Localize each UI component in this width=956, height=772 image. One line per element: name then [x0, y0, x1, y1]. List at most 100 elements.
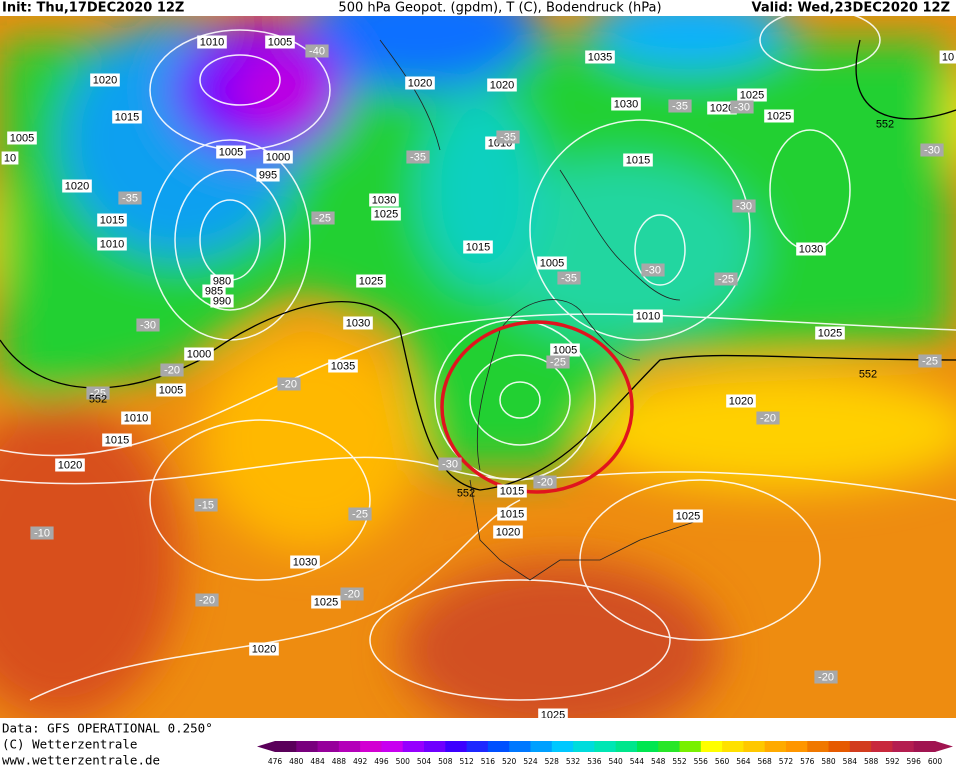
colorbar-tick-label: 520: [502, 757, 517, 766]
isobar-label-box: [265, 35, 295, 49]
isobar-label-box: [623, 153, 653, 167]
temperature-label: -20: [818, 671, 834, 683]
isobar-label: 1030: [293, 556, 317, 568]
isobar-label-box: [497, 507, 527, 521]
isobar-label-box: [311, 595, 341, 609]
isobar-label: 1005: [10, 132, 34, 144]
colorbar-tick-label: 544: [630, 757, 645, 766]
colorbar-swatch: [807, 741, 830, 752]
isobar-label: 1015: [626, 154, 650, 166]
temperature-label-box: [86, 386, 110, 400]
isobar-label-box: [538, 708, 568, 718]
colorbar-swatch: [615, 741, 638, 752]
temperature-label: -20: [164, 364, 180, 376]
temperature-label-box: [641, 263, 665, 277]
temperature-label: -35: [561, 272, 577, 284]
isobar-label: 1005: [553, 344, 577, 356]
isobar-label-box: [121, 411, 151, 425]
isobar-label-box: [97, 213, 127, 227]
temperature-label: -30: [645, 264, 661, 276]
isobar-label: 1025: [374, 208, 398, 220]
isobar-label-box: [550, 343, 580, 357]
temperature-label: -25: [352, 508, 368, 520]
map-labels: 1010 1005 1020 1015 1005 10 1020 1020 1035 1030 10…: [1, 35, 956, 718]
temperature-label: -30: [736, 200, 752, 212]
isobar-label: 1005: [268, 36, 292, 48]
colorbar-tick-label: 568: [758, 757, 773, 766]
temperature-label-box: [732, 199, 756, 213]
isobar-label: 1010: [100, 238, 124, 250]
colorbar-swatch: [828, 741, 851, 752]
colorbar-swatch: [636, 741, 659, 752]
temperature-label-box: [920, 143, 944, 157]
colorbar-tick-label: 556: [694, 757, 709, 766]
temperature-label-box: [668, 99, 692, 113]
temperature-label-box: [918, 354, 942, 368]
colorbar-swatch: [487, 741, 510, 752]
colorbar-arrow-high: [935, 741, 953, 752]
temperature-label-box: [136, 318, 160, 332]
isobar-label-box: [263, 150, 293, 164]
copyright: (C) Wetterzentrale: [2, 737, 137, 752]
isobar-label-box: [97, 237, 127, 251]
colorbar-swatch: [360, 741, 382, 752]
isobar-label: 1025: [818, 327, 842, 339]
colorbar-tick-label: 600: [928, 757, 943, 766]
temperature-label: -25: [315, 212, 331, 224]
colorbar-tick-label: 584: [843, 757, 858, 766]
temperature-label-box: [730, 100, 754, 114]
temperature-label: -25: [718, 273, 734, 285]
isobar-label-box: [673, 509, 703, 523]
temperature-label-box: [756, 411, 780, 425]
isobar-label: 10: [942, 51, 954, 63]
colorbar-swatch: [445, 741, 468, 752]
isobar-label-box: [210, 274, 234, 288]
colorbar-swatch: [402, 741, 425, 752]
isobar-label: 990: [213, 295, 231, 307]
isobar-label: 1000: [187, 348, 211, 360]
colorbar-tick-label: 540: [608, 757, 623, 766]
colorbar-tick-label: 596: [907, 757, 922, 766]
isobar-label-box: [493, 525, 523, 539]
isobar-label: 1025: [359, 275, 383, 287]
colorbar-swatch: [913, 741, 936, 752]
temperature-label: -25: [922, 355, 938, 367]
temperature-label-box: [438, 457, 462, 471]
isobar-label: 1035: [331, 360, 355, 372]
isobar-label-box: [216, 145, 246, 159]
isobar-label: 1005: [159, 384, 183, 396]
isobar-label: 1010: [124, 412, 148, 424]
coastlines: [379, 39, 701, 581]
isobar-label: 1015: [500, 485, 524, 497]
isobar-label-box: [328, 359, 358, 373]
temperature-label-box: [714, 272, 738, 286]
isobar-label: 1005: [219, 146, 243, 158]
temperature-label: -35: [500, 131, 516, 143]
colorbar-swatch: [658, 741, 681, 752]
colorbar-tick-label: 548: [651, 757, 666, 766]
isobar-label-box: [112, 110, 142, 124]
colorbar-swatch: [509, 741, 531, 752]
colorbar: 476 480 484 488 492 496 500 504 508 512 516 520 524 5…: [257, 741, 953, 766]
colorbar-tick-label: 524: [523, 757, 538, 766]
colorbar-tick-label: 488: [332, 757, 347, 766]
colorbar-swatch: [892, 741, 915, 752]
isobar-label: 1010: [200, 36, 224, 48]
isobar-label: 1020: [93, 74, 117, 86]
colorbar-swatch: [700, 741, 723, 752]
colorbar-tick-label: 588: [864, 757, 879, 766]
temperature-label-box: [406, 150, 430, 164]
isobar-label-box: [249, 642, 279, 656]
isobar-label-box: [405, 76, 435, 90]
colorbar-swatch: [296, 741, 319, 752]
isobar-label: 1030: [799, 243, 823, 255]
isobar-label: 1015: [466, 241, 490, 253]
isobar-label-box: [737, 88, 767, 102]
colorbar-swatch: [594, 741, 617, 752]
temperature-label-box: [195, 593, 219, 607]
colorbar-swatch: [551, 741, 574, 752]
init-time: Init: Thu,17DEC2020 12Z: [2, 1, 184, 16]
temperature-label: -20: [199, 594, 215, 606]
colorbar-tick-label: 560: [715, 757, 730, 766]
isobar-label: 1025: [676, 510, 700, 522]
